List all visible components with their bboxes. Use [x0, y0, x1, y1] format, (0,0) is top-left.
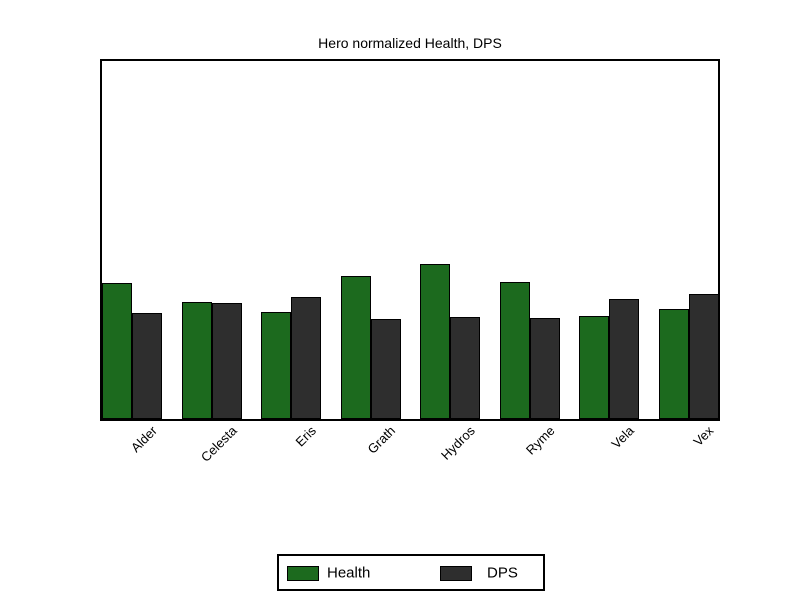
bar-dps-hydros: [450, 317, 480, 419]
plot-area: [100, 59, 720, 421]
bar-health-vela: [579, 316, 609, 419]
x-tick-label-vela: Vela: [608, 423, 637, 452]
bar-dps-vela: [609, 299, 639, 419]
x-tick-label-hydros: Hydros: [437, 423, 478, 463]
legend-label-dps: DPS: [487, 564, 518, 581]
x-tick-label-celesta: Celesta: [197, 423, 240, 465]
bar-dps-vex: [689, 294, 719, 419]
x-tick-label-ryme: Ryme: [522, 423, 558, 458]
legend-label-health: Health: [327, 564, 371, 581]
bar-health-alder: [102, 283, 132, 419]
bar-dps-eris: [291, 297, 321, 419]
bar-health-eris: [261, 312, 291, 419]
legend-swatch-health: [287, 565, 319, 581]
legend-swatch-dps: [440, 565, 472, 581]
bar-dps-celesta: [212, 303, 242, 419]
x-tick-label-vex: Vex: [690, 423, 717, 449]
bar-health-ryme: [500, 282, 530, 419]
legend: Health DPS: [277, 554, 545, 591]
x-tick-label-alder: Alder: [127, 423, 160, 456]
bar-health-vex: [659, 309, 689, 419]
bar-health-grath: [341, 276, 371, 419]
x-tick-label-eris: Eris: [292, 423, 319, 450]
bar-health-celesta: [182, 302, 212, 419]
x-tick-label-grath: Grath: [365, 423, 399, 457]
bar-dps-ryme: [530, 318, 560, 419]
bar-health-hydros: [420, 264, 450, 419]
bar-dps-alder: [132, 313, 162, 419]
bar-dps-grath: [371, 319, 401, 419]
chart-title: Hero normalized Health, DPS: [318, 35, 502, 51]
